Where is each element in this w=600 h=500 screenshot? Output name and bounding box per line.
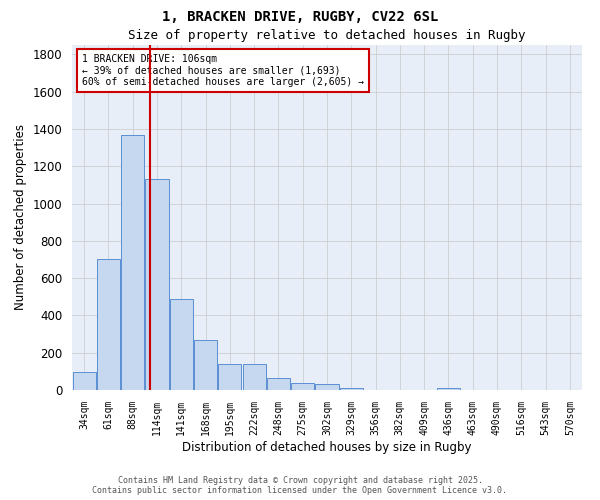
Bar	[437, 388, 460, 390]
Text: 1, BRACKEN DRIVE, RUGBY, CV22 6SL: 1, BRACKEN DRIVE, RUGBY, CV22 6SL	[162, 10, 438, 24]
Bar	[121, 134, 144, 390]
Bar	[97, 260, 120, 390]
Bar	[170, 298, 193, 390]
X-axis label: Distribution of detached houses by size in Rugby: Distribution of detached houses by size …	[182, 440, 472, 454]
Bar	[194, 340, 217, 390]
Bar	[340, 388, 363, 390]
Bar	[73, 372, 95, 390]
Y-axis label: Number of detached properties: Number of detached properties	[14, 124, 27, 310]
Bar	[291, 384, 314, 390]
Bar	[316, 384, 338, 390]
Bar	[267, 378, 290, 390]
Bar	[218, 364, 241, 390]
Title: Size of property relative to detached houses in Rugby: Size of property relative to detached ho…	[128, 30, 526, 43]
Text: 1 BRACKEN DRIVE: 106sqm
← 39% of detached houses are smaller (1,693)
60% of semi: 1 BRACKEN DRIVE: 106sqm ← 39% of detache…	[82, 54, 364, 87]
Text: Contains HM Land Registry data © Crown copyright and database right 2025.
Contai: Contains HM Land Registry data © Crown c…	[92, 476, 508, 495]
Bar	[145, 180, 169, 390]
Bar	[242, 364, 266, 390]
